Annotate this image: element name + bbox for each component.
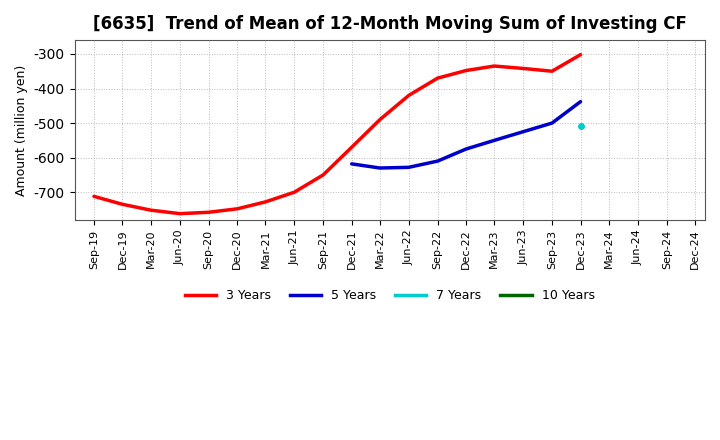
Legend: 3 Years, 5 Years, 7 Years, 10 Years: 3 Years, 5 Years, 7 Years, 10 Years (180, 284, 600, 307)
Y-axis label: Amount (million yen): Amount (million yen) (15, 64, 28, 196)
Title: [6635]  Trend of Mean of 12-Month Moving Sum of Investing CF: [6635] Trend of Mean of 12-Month Moving … (93, 15, 687, 33)
